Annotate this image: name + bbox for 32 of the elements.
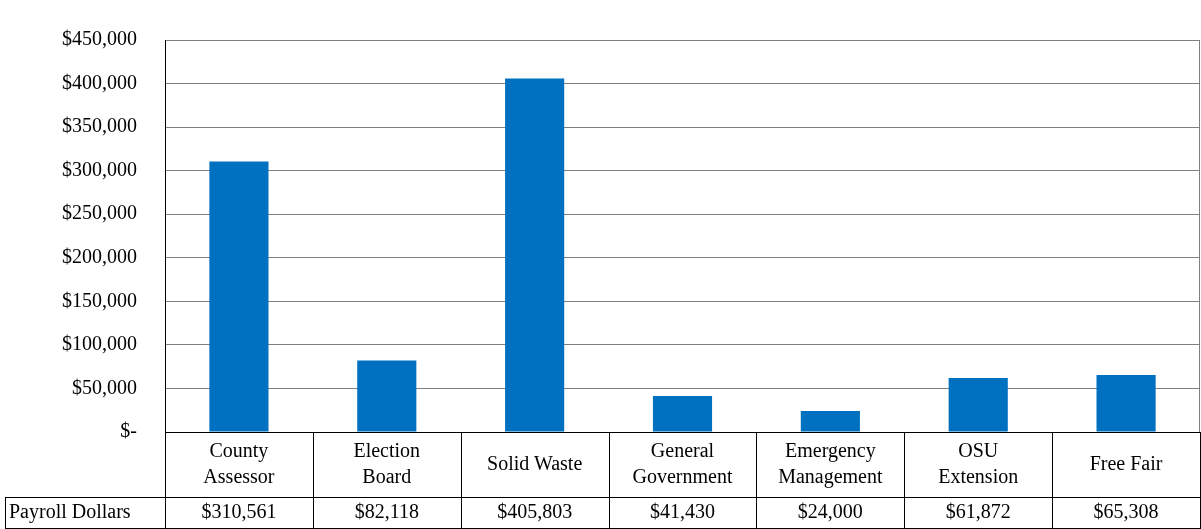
text: Payroll Dollars bbox=[9, 500, 131, 524]
bar bbox=[800, 411, 860, 432]
bar bbox=[357, 360, 417, 432]
y-tick-label: $200,000 bbox=[62, 245, 137, 268]
y-tick-label: $350,000 bbox=[62, 114, 137, 137]
y-tick-label: $300,000 bbox=[62, 157, 137, 180]
data-label: $310,561 bbox=[201, 500, 277, 523]
x-tick-label: County Assessor bbox=[203, 438, 275, 487]
y-tick-label: $- bbox=[120, 419, 137, 442]
x-tick-label: Solid Waste bbox=[487, 451, 583, 474]
bar bbox=[948, 378, 1008, 432]
x-tick-label: Emergency Management bbox=[778, 438, 883, 488]
y-tick-label: $400,000 bbox=[62, 70, 137, 93]
bar bbox=[1096, 375, 1156, 432]
y-tick-label: $250,000 bbox=[62, 201, 137, 224]
data-label: $24,000 bbox=[797, 500, 863, 523]
x-tick-label: OSU Extension bbox=[938, 438, 1019, 487]
data-label: $405,803 bbox=[497, 500, 573, 523]
data-label: $82,118 bbox=[354, 500, 419, 523]
x-tick-label: Election Board bbox=[353, 438, 421, 487]
bar bbox=[209, 161, 269, 432]
y-tick-label: $50,000 bbox=[72, 375, 137, 398]
y-tick-label: $150,000 bbox=[62, 288, 137, 311]
y-tick-label: $450,000 bbox=[62, 27, 137, 50]
y-tick-label: $100,000 bbox=[62, 332, 137, 355]
data-label: $61,872 bbox=[945, 500, 1011, 523]
data-label: $65,308 bbox=[1093, 500, 1159, 523]
x-tick-label: General Government bbox=[632, 438, 733, 487]
bar bbox=[505, 78, 565, 432]
x-tick-label: Free Fair bbox=[1089, 451, 1163, 474]
bar bbox=[652, 395, 713, 432]
data-label: $41,430 bbox=[650, 500, 715, 523]
